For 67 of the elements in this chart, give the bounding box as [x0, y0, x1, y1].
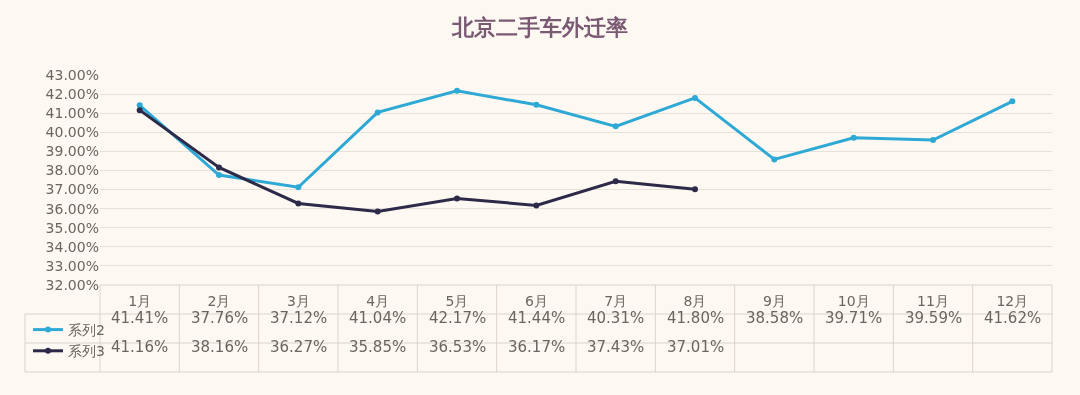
y-tick-label: 42.00% [45, 85, 99, 102]
point [1009, 98, 1016, 105]
x-tick-label: 1月 [128, 293, 152, 309]
x-tick-label: 8月 [683, 293, 707, 309]
x-tick-label: 9月 [762, 293, 786, 309]
legend-label: 系列2 [68, 322, 105, 339]
y-tick-label: 38.00% [45, 162, 99, 179]
point [533, 101, 540, 108]
legend-label: 系列3 [68, 343, 105, 360]
x-tick-label: 3月 [286, 293, 310, 309]
y-tick-label: 33.00% [45, 257, 99, 274]
chart-title: 北京二手车外迁率 [451, 15, 628, 41]
x-tick-label: 2月 [207, 293, 231, 309]
point [533, 202, 540, 209]
y-tick-label: 32.00% [45, 276, 99, 293]
point [850, 134, 857, 141]
point [295, 184, 302, 191]
data-label: 41.16% [111, 338, 169, 356]
point [295, 200, 302, 207]
y-tick-label: 35.00% [45, 219, 99, 236]
x-tick-label: 5月 [445, 293, 469, 309]
data-label: 37.01% [667, 338, 725, 356]
point [136, 107, 143, 114]
y-tick-label: 43.00% [45, 66, 99, 83]
point [374, 208, 381, 215]
point [454, 87, 460, 94]
y-tick-label: 34.00% [45, 238, 99, 255]
point [136, 102, 143, 109]
point [216, 164, 222, 171]
data-label: 41.62% [984, 309, 1042, 327]
point [771, 156, 778, 163]
data-label: 41.04% [349, 309, 407, 327]
data-label: 38.16% [191, 338, 249, 356]
data-label: 37.76% [191, 309, 249, 327]
point [454, 195, 460, 202]
data-label: 40.31% [587, 309, 645, 327]
x-tick-label: 10月 [837, 293, 870, 309]
point [612, 123, 619, 130]
point [374, 109, 381, 116]
data-label: 39.71% [825, 309, 883, 327]
y-tick-label: 37.00% [45, 181, 99, 198]
data-label: 41.41% [111, 309, 169, 327]
point [612, 178, 619, 185]
data-label: 37.43% [587, 338, 645, 356]
point [216, 172, 222, 179]
x-tick-label: 11月 [917, 293, 949, 309]
data-label: 41.44% [508, 309, 566, 327]
data-label: 37.12% [270, 309, 328, 327]
x-tick-label: 4月 [366, 293, 390, 309]
y-tick-label: 40.00% [45, 124, 99, 141]
y-tick-label: 36.00% [45, 200, 99, 217]
data-label: 35.85% [349, 338, 407, 356]
y-tick-label: 41.00% [45, 105, 99, 122]
x-tick-label: 6月 [524, 293, 548, 309]
point [930, 137, 936, 144]
y-tick-label: 39.00% [45, 143, 99, 160]
data-label: 41.80% [667, 309, 725, 327]
data-label: 36.17% [508, 338, 566, 356]
data-label: 36.27% [270, 338, 328, 356]
point [692, 94, 698, 101]
data-label: 38.58% [746, 309, 804, 327]
x-tick-label: 12月 [996, 293, 1029, 309]
data-label: 39.59% [905, 309, 963, 327]
data-label: 42.17% [429, 309, 487, 327]
point [692, 186, 698, 193]
x-tick-label: 7月 [604, 293, 628, 309]
data-label: 36.53% [429, 338, 487, 356]
